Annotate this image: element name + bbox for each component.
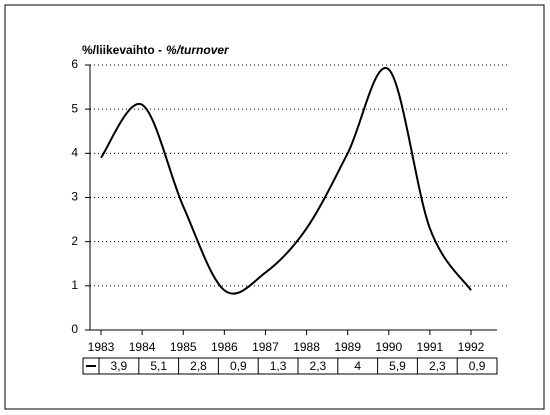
table-value: 5,9 [389, 359, 406, 373]
table-value: 5,1 [150, 359, 167, 373]
x-tick-label: 1992 [458, 340, 485, 354]
table-value: 2,3 [429, 359, 446, 373]
frame [4, 4, 545, 410]
y-tick-label: 1 [71, 278, 78, 292]
x-tick-label: 1983 [88, 340, 115, 354]
y-tick-label: 5 [71, 101, 78, 115]
x-tick-label: 1985 [170, 340, 197, 354]
x-tick-label: 1987 [252, 340, 279, 354]
x-tick-label: 1991 [417, 340, 444, 354]
x-tick-label: 1984 [129, 340, 156, 354]
y-tick-label: 4 [71, 146, 78, 160]
table-value: 3,9 [111, 359, 128, 373]
line-series [100, 66, 472, 295]
x-tick-label: 1988 [293, 340, 320, 354]
chart-title: %/liikevaihto - %/turnover [82, 43, 230, 57]
title-fi: %/liikevaihto - [82, 43, 162, 57]
table-value: 2,3 [310, 359, 327, 373]
y-tick-label: 2 [71, 234, 78, 248]
x-tick-label: 1990 [375, 340, 402, 354]
title-en: %/turnover [166, 43, 230, 57]
y-tick-label: 6 [71, 57, 78, 71]
y-tick-label: 0 [71, 322, 78, 336]
table-value: 4 [354, 359, 361, 373]
table-value: 0,9 [230, 359, 247, 373]
data-table [82, 357, 498, 375]
table-value: 1,3 [270, 359, 287, 373]
table-value: 0,9 [469, 359, 486, 373]
x-tick-label: 1989 [334, 340, 361, 354]
x-tick-label: 1986 [211, 340, 238, 354]
y-tick-label: 3 [71, 190, 78, 204]
table-value: 2,8 [190, 359, 207, 373]
